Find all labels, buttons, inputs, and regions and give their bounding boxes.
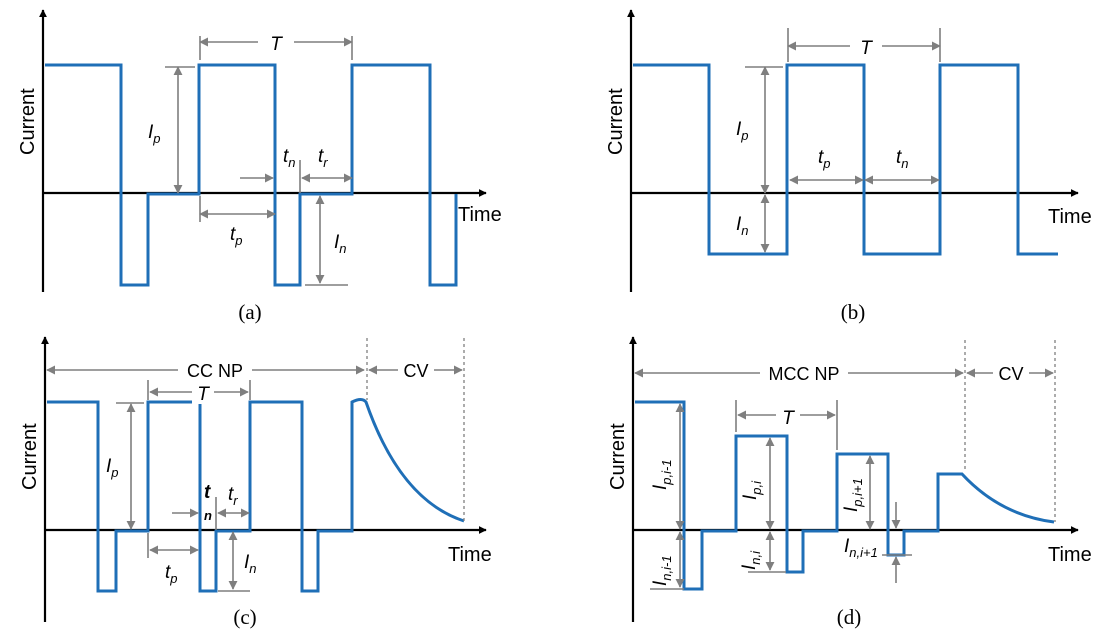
in-label: In [334, 232, 347, 256]
panel-caption: (c) [233, 605, 256, 629]
x-axis-label: Time [458, 204, 502, 226]
ip-current-label: Ip,i [740, 480, 764, 500]
panel-caption: (b) [841, 300, 866, 324]
period-label: T [782, 408, 795, 429]
phase-cv-label: CV [998, 364, 1023, 384]
phase-mcc-label: MCC NP [769, 364, 840, 384]
period-label: T [197, 384, 210, 405]
in-next-label: In,i+1 [844, 536, 878, 560]
phase-cc-label: CC NP [187, 361, 243, 381]
period-label: T [860, 38, 873, 59]
panel-d: Current Time MCC NP CV T Ip,i-1 In,i-1 I… [607, 336, 1092, 629]
in-label: In [736, 214, 749, 238]
current-waveform [45, 63, 458, 287]
phase-cv-label: CV [403, 361, 428, 381]
ip-prev-label: Ip,i-1 [650, 459, 674, 490]
y-axis-label: Current [17, 88, 39, 155]
current-waveform [633, 63, 1058, 256]
in-current-label: In,i [739, 550, 763, 570]
in-label: In [244, 552, 257, 576]
panel-caption: (a) [238, 300, 261, 324]
in-prev-label: In,i-1 [650, 555, 674, 586]
panel-b: Current Time T Ip In tp tn (b) [605, 9, 1092, 324]
tp-label: tp [165, 562, 178, 586]
y-axis-label: Current [605, 88, 627, 155]
ip-label: Ip [148, 122, 161, 146]
tr-label: tr [228, 484, 238, 508]
tp-label: tp [818, 147, 831, 171]
tp-label: tp [230, 224, 243, 248]
tn-label: tn [283, 146, 296, 170]
x-axis-label: Time [1048, 206, 1092, 228]
current-waveform [47, 398, 465, 593]
y-axis-label: Current [19, 423, 41, 490]
x-axis-label: Time [1048, 544, 1092, 566]
ip-next-label: Ip,i+1 [841, 478, 865, 512]
panel-a: Current Time T Ip tp tn tr In (a) [17, 9, 502, 324]
x-axis-label: Time [448, 544, 492, 566]
tn-label: tn [896, 147, 909, 171]
tr-label: tr [318, 146, 328, 170]
current-waveform [635, 400, 1055, 591]
ip-label: Ip [736, 119, 749, 143]
ip-label: Ip [106, 456, 119, 480]
panel-caption: (d) [837, 605, 862, 629]
period-label: T [270, 34, 283, 55]
y-axis-label: Current [607, 423, 629, 490]
